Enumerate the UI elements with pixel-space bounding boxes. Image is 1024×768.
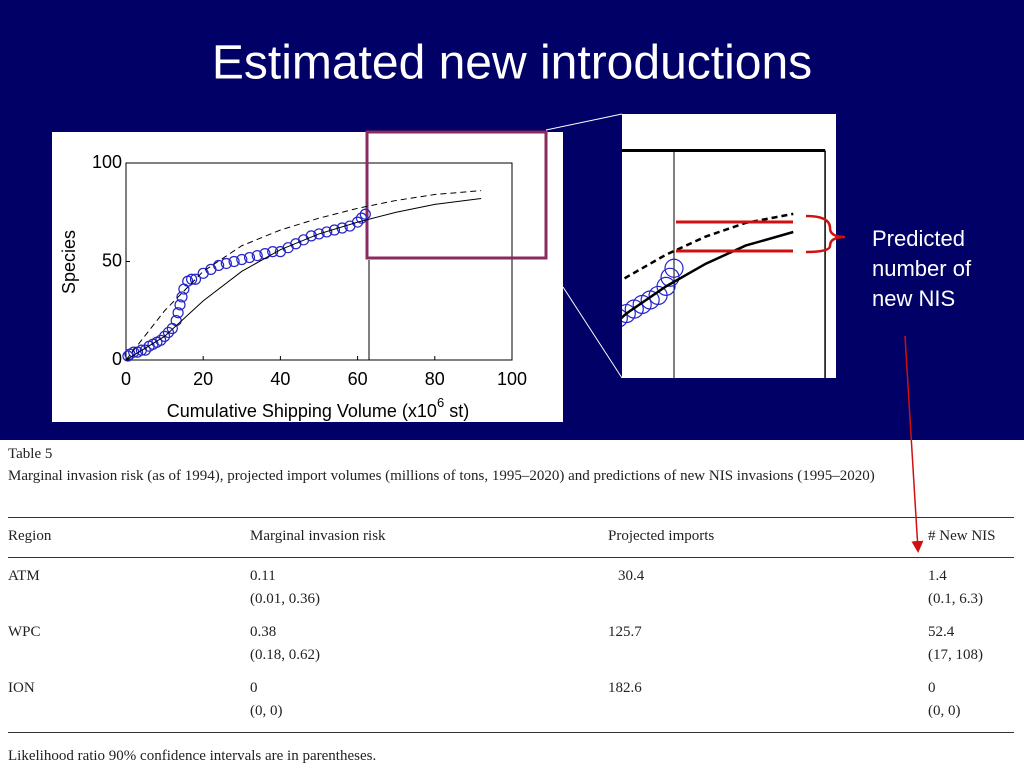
data-point [162,326,175,339]
annotation-line: Predicted [872,226,965,251]
table-cell: (17, 108) [928,647,983,663]
chart-area: Estimated new introductions Predicted num… [52,37,972,440]
y-axis-label: Species [59,230,79,294]
table-footnote: Likelihood ratio 90% confidence interval… [8,748,377,764]
data-point [159,330,171,342]
zoom-box [365,130,548,260]
rule [8,517,1014,518]
rule [8,732,1014,733]
x-tick-label: 0 [121,369,131,389]
table-cell: ION [8,680,35,696]
data-point [313,228,325,240]
table-description: Marginal invasion risk (as of 1994), pro… [8,468,875,484]
data-point [243,251,256,264]
data-point [355,212,368,224]
x-axis-label-sup: 6 [437,395,444,410]
data-point [660,267,680,287]
data-point [251,249,263,262]
rule [8,557,1014,558]
table-cell: (0, 0) [250,703,283,719]
data-point [189,273,202,285]
y-tick-label: 100 [92,152,122,172]
table-cell: (0, 0) [928,703,961,719]
x-axis-label: Cumulative Shipping Volume (x106 st) [167,395,469,420]
inset-panel [622,114,836,378]
chart-panel [52,132,563,422]
data-point [172,307,184,319]
table-cell: 0.11 [250,568,276,584]
inset [478,148,826,440]
fit-curve [125,197,482,361]
y-tick-label: 0 [112,349,122,369]
data-point [220,257,232,270]
data-point [321,226,333,238]
table-cell: 30.4 [618,568,645,584]
data-point [328,224,341,236]
data-point [622,309,628,327]
fit-curve [622,212,794,282]
fit-curve [125,190,482,361]
data-point [352,216,364,228]
table-cell: (0.01, 0.36) [250,591,320,607]
table-cell: 0.38 [250,624,277,640]
table-header: Projected imports [608,528,715,544]
connector [562,286,623,379]
data-point [236,253,248,266]
x-axis-label-text: st) [449,401,469,421]
table-cell: ATM [8,568,40,584]
data-point [593,327,611,345]
data-point [228,255,240,268]
table: Table 5 Marginal invasion risk (as of 19… [0,440,1024,768]
table-cell: 0 [250,680,258,696]
table-header: Region [8,528,52,544]
connector [545,113,623,131]
annotation-line: number of [872,256,972,281]
x-tick-label: 40 [270,369,290,389]
table-cell: 0 [928,680,936,696]
data-point [176,291,188,303]
table-header: Marginal invasion risk [250,528,386,544]
x-axis-label-text: Cumulative Shipping Volume (x10 [167,401,437,421]
table-cell: WPC [8,624,41,640]
y-tick-label: 50 [102,250,122,270]
table-header: # New NIS [928,528,996,544]
slide-title: Estimated new introductions [212,37,812,90]
table-cell: 125.7 [608,624,642,640]
annotation: Predicted number of new NIS [872,226,972,311]
bracket [805,214,846,254]
data-point [570,345,588,363]
data-point [213,259,225,272]
x-tick-label: 80 [425,369,445,389]
table-cell: (0.1, 6.3) [928,591,983,607]
table-cell: 182.6 [608,680,642,696]
data-point [578,345,596,363]
data-point [186,273,198,285]
data-point [601,318,619,336]
table-cell: (0.18, 0.62) [250,647,320,663]
annotation-line: new NIS [872,286,955,311]
table-cell: 52.4 [928,624,955,640]
x-tick-label: 20 [193,369,213,389]
fit-curve [622,230,794,320]
x-tick-label: 60 [348,369,368,389]
data-point [139,344,151,356]
data-point [305,230,317,242]
data-point [174,299,186,311]
data-point [656,276,676,296]
data-point [664,258,684,278]
data-point [478,431,496,440]
x-tick-label: 100 [497,369,527,389]
data-point [562,350,580,368]
data-point [155,334,167,346]
table-cell: 1.4 [928,568,947,584]
table-caption: Table 5 [8,446,53,462]
data-point [359,208,371,220]
